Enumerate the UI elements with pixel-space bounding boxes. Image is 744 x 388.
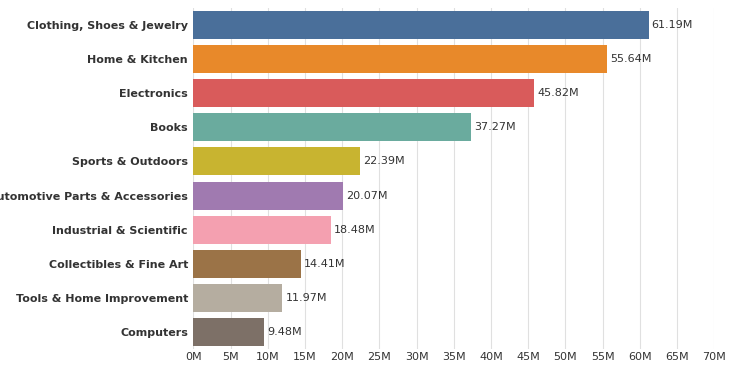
Text: 18.48M: 18.48M — [334, 225, 376, 235]
Bar — [193, 147, 360, 175]
Bar — [193, 284, 283, 312]
Text: 61.19M: 61.19M — [652, 20, 693, 30]
Text: 14.41M: 14.41M — [304, 259, 345, 269]
Text: 37.27M: 37.27M — [474, 122, 516, 132]
Text: 22.39M: 22.39M — [363, 156, 405, 166]
Bar — [193, 113, 471, 141]
Text: 45.82M: 45.82M — [537, 88, 579, 98]
Bar — [193, 11, 649, 39]
Bar — [193, 318, 264, 346]
Bar — [193, 45, 607, 73]
Bar — [193, 182, 343, 210]
Text: 20.07M: 20.07M — [346, 191, 387, 201]
Text: 55.64M: 55.64M — [610, 54, 652, 64]
Text: 9.48M: 9.48M — [267, 327, 301, 337]
Text: 11.97M: 11.97M — [286, 293, 327, 303]
Bar — [193, 79, 534, 107]
Bar — [193, 250, 301, 278]
Bar — [193, 216, 331, 244]
